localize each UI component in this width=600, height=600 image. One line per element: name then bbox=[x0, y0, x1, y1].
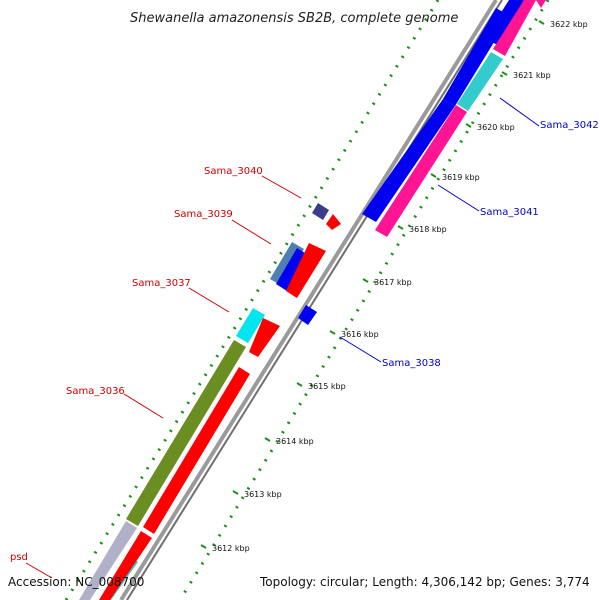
gene-label[interactable]: Sama_3041 bbox=[480, 207, 539, 218]
tick-label: 3621 kbp bbox=[513, 71, 551, 80]
tick-mark bbox=[232, 490, 239, 495]
gene-magenta-cds-top[interactable] bbox=[493, 0, 536, 56]
gene-sama-3042[interactable] bbox=[457, 52, 503, 111]
gene-blue-cds-3038[interactable] bbox=[276, 248, 308, 291]
gene-label[interactable]: Sama_3038 bbox=[382, 358, 441, 369]
tick-mark bbox=[538, 20, 545, 25]
map-title: Shewanella amazonensis SB2B, complete ge… bbox=[130, 11, 458, 26]
tick-label: 3618 kbp bbox=[409, 225, 447, 234]
accession-text: Accession: NC_008700 bbox=[8, 575, 144, 589]
gene-label[interactable]: Sama_3040 bbox=[204, 166, 263, 177]
tick-mark bbox=[397, 225, 404, 230]
callout-leader-line bbox=[261, 175, 302, 199]
callout-leader-line bbox=[339, 336, 382, 363]
gene-sama-3036[interactable] bbox=[126, 340, 246, 526]
tick-mark bbox=[329, 330, 336, 335]
genome-backbone bbox=[119, 0, 503, 600]
tick-mark bbox=[296, 382, 303, 387]
tick-mark bbox=[501, 71, 508, 76]
tick-label: 3615 kbp bbox=[308, 382, 346, 391]
callout-leader-line bbox=[231, 219, 272, 245]
gene-psd-bar[interactable] bbox=[79, 521, 137, 600]
callout-leader-line bbox=[25, 562, 53, 579]
gene-red-cds-4[interactable] bbox=[286, 243, 326, 298]
tick-label: 3612 kbp bbox=[212, 544, 250, 553]
gene-sama-3037[interactable] bbox=[236, 308, 265, 343]
gene-label[interactable]: Sama_3036 bbox=[66, 386, 125, 397]
tick-mark bbox=[465, 123, 472, 128]
callout-leader-line bbox=[123, 393, 164, 419]
tick-label: 3616 kbp bbox=[341, 330, 379, 339]
gene-sama-3038[interactable] bbox=[298, 305, 317, 325]
gene-label[interactable]: Sama_3037 bbox=[132, 278, 191, 289]
gene-blue-cds-top2[interactable] bbox=[485, 0, 524, 46]
gc-skew-outer bbox=[64, 0, 440, 600]
gene-label[interactable]: Sama_3042 bbox=[540, 120, 599, 131]
tick-label: 3613 kbp bbox=[244, 490, 282, 499]
backbone-line-right bbox=[126, 0, 503, 600]
tick-label: 3622 kbp bbox=[550, 20, 588, 29]
gene-sama-3041-blue[interactable] bbox=[362, 99, 455, 222]
gene-red-cds-3[interactable] bbox=[249, 318, 280, 357]
callout-leader-line bbox=[499, 97, 540, 127]
gene-magenta-cds-tip[interactable] bbox=[536, 0, 546, 8]
gene-sama-3041-magenta[interactable] bbox=[375, 105, 467, 237]
tick-label: 3617 kbp bbox=[374, 278, 412, 287]
tick-label: 3619 kbp bbox=[442, 173, 480, 182]
tick-mark bbox=[430, 173, 437, 178]
gene-red-cds-2[interactable] bbox=[143, 367, 250, 534]
gene-label[interactable]: Sama_3039 bbox=[174, 209, 233, 220]
summary-text: Topology: circular; Length: 4,306,142 bp… bbox=[259, 575, 590, 589]
forward-strand-genes bbox=[79, 203, 341, 600]
tick-mark bbox=[264, 437, 271, 442]
gene-red-cds-5[interactable] bbox=[326, 214, 341, 230]
tick-label: 3620 kbp bbox=[477, 123, 515, 132]
callout-leader-line bbox=[188, 287, 230, 313]
tick-marks: 3612 kbp 3613 kbp 3614 kbp 3615 kbp 3616 kbp… bbox=[200, 20, 588, 553]
gene-label[interactable]: psd bbox=[10, 552, 28, 563]
gene-red-cds-1[interactable] bbox=[99, 531, 152, 600]
tick-mark bbox=[362, 278, 369, 283]
gene-sama-3040[interactable] bbox=[312, 203, 329, 220]
backbone-line-left bbox=[119, 0, 498, 600]
tick-mark bbox=[200, 544, 207, 549]
tick-label: 3614 kbp bbox=[276, 437, 314, 446]
callout-leader-line bbox=[437, 184, 480, 212]
gc-skew-track bbox=[64, 0, 550, 600]
reverse-strand-genes bbox=[298, 0, 546, 325]
gc-skew-inner bbox=[178, 0, 550, 600]
